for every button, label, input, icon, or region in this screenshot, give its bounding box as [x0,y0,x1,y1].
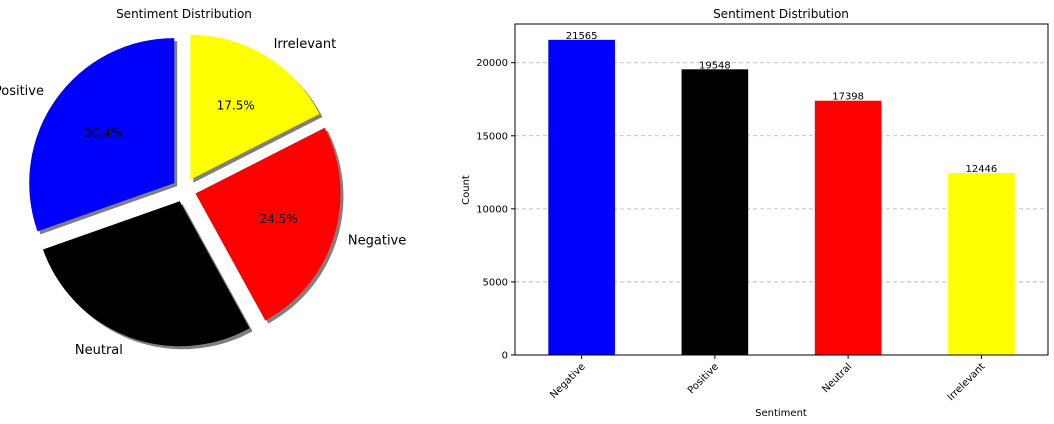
pie-label-positive: Positive [0,84,44,99]
x-axis-label: Sentiment [755,408,807,419]
bar-chart: Sentiment Distribution 21565 19548 17398 12… [461,7,1049,419]
pie-chart: Sentiment Distribution Positive 30.4% Neut… [0,7,406,358]
y-tick-label: 5000 [483,277,508,288]
bar-chart-axes-frame [514,23,1049,356]
bar-value-label-neutral: 17398 [832,92,864,103]
y-tick-label: 20000 [476,58,508,69]
bar-positive [681,69,749,356]
bar-negative [548,39,615,356]
pie-label-negative: Negative [348,233,406,248]
pie-slice-positive [29,38,175,232]
pie-percent-negative: 24.5% [260,212,298,226]
y-tick-label: 10000 [476,204,508,215]
bar-irrelevant [948,173,1015,355]
x-tick-label-negative: Negative [548,361,588,401]
y-axis-label: Count [461,175,472,205]
bar-neutral [814,100,882,355]
pie-percent-irrelevant: 17.5% [217,99,255,113]
bar-value-label-irrelevant: 12446 [965,164,997,175]
y-tick-label: 0 [502,351,508,362]
x-tick-label-positive: Positive [686,361,721,396]
pie-slice-negative [195,127,341,321]
pie-percent-positive: 30.4% [84,126,122,140]
x-tick-label-neutral: Neutral [820,361,854,395]
pie-chart-title: Sentiment Distribution [116,7,252,21]
y-tick-label: 15000 [476,131,508,142]
bar-chart-title: Sentiment Distribution [713,7,849,21]
bar-value-label-positive: 19548 [699,60,731,71]
pie-slice-neutral [42,201,250,347]
pie-label-irrelevant: Irrelevant [274,37,337,52]
pie-slice-irrelevant [190,34,320,180]
x-tick-label-irrelevant: Irrelevant [946,361,988,403]
bar-value-label-negative: 21565 [566,31,598,42]
pie-label-neutral: Neutral [75,343,123,358]
